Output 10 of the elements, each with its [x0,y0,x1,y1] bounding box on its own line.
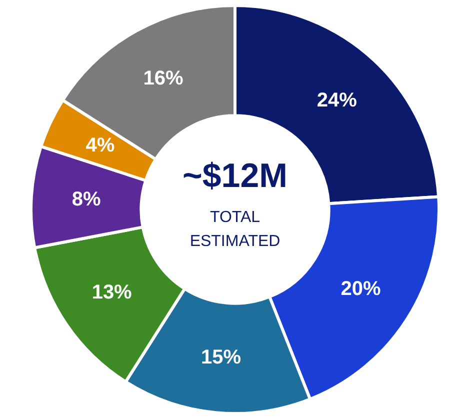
text: ESTIMATED [190,232,280,250]
data-label: 15% [200,346,242,368]
data-label: 4% [86,134,115,157]
text: ~$12M [182,156,288,195]
data-label: 20% [340,278,381,300]
text: TOTAL [210,208,260,226]
data-label: 16% [143,68,184,90]
data-label: 8% [72,188,102,211]
data-label: 13% [92,282,132,304]
data-label: 24% [316,89,358,112]
